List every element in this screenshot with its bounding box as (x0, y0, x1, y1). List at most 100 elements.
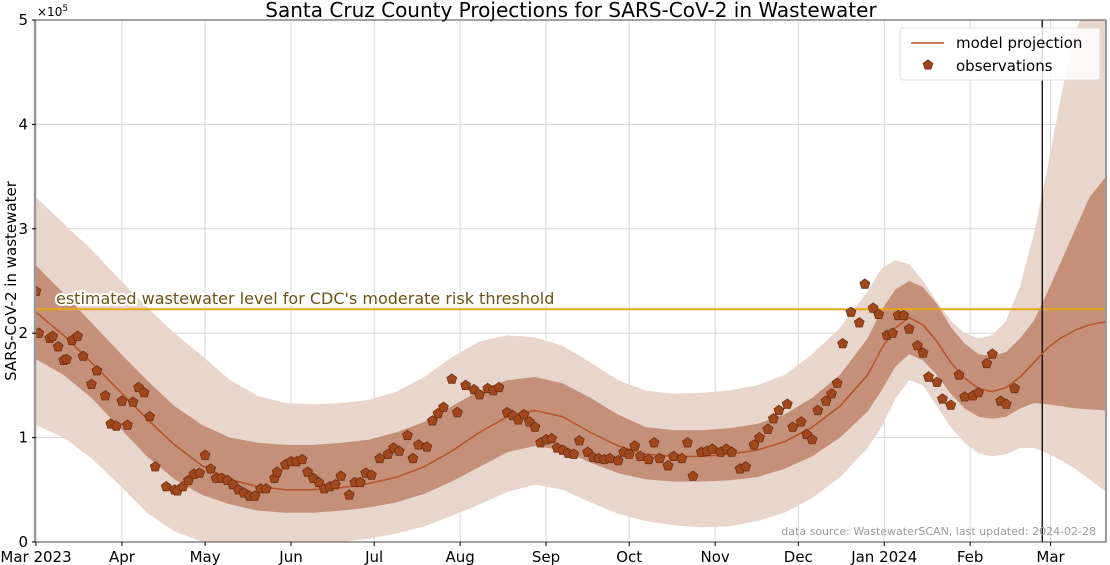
observation-point (205, 463, 217, 474)
observation-point (402, 429, 413, 441)
observation-point (687, 470, 699, 481)
x-tick-label: Aug (445, 548, 474, 565)
observation-point (72, 330, 83, 341)
observation-point (460, 379, 472, 390)
observation-point (138, 387, 150, 398)
y-tick-label: 4 (18, 115, 28, 133)
observation-point (740, 461, 752, 472)
observation-point (845, 306, 857, 317)
observation-point (867, 302, 879, 313)
observation-point (634, 450, 646, 461)
observation-point (726, 446, 738, 457)
observation-point (953, 369, 965, 380)
observation-point (767, 413, 779, 424)
legend-label-model: model projection (956, 34, 1082, 52)
observation-point (313, 476, 325, 488)
observation-point (787, 421, 799, 432)
x-tick-label: Sep (532, 548, 560, 565)
observation-point (754, 431, 765, 443)
y-tick-label: 1 (18, 429, 28, 447)
observation-point (194, 467, 205, 478)
observation-point (474, 389, 485, 400)
x-tick-label: Feb (957, 548, 984, 565)
x-tick-label: Nov (701, 548, 730, 565)
y-multiplier: ×105 (37, 4, 68, 19)
uncertainty-bands (36, 20, 1106, 542)
observation-point (335, 470, 347, 481)
observation-point (643, 453, 655, 465)
observation-point (122, 419, 133, 430)
legend-label-observations: observations (956, 57, 1053, 75)
x-tick-label: Mar (1036, 548, 1065, 565)
observation-point (604, 452, 616, 464)
observation-point (981, 357, 993, 369)
observation-point (99, 390, 111, 401)
model-line-group (36, 20, 1106, 542)
inner-uncertainty-band (36, 176, 1106, 513)
observation-point (36, 285, 42, 296)
x-tick-label: Jul (364, 548, 383, 565)
legend-marker-swatch (922, 59, 934, 70)
observation-point (903, 323, 915, 334)
y-tick-label: 0 (18, 533, 28, 551)
threshold-group: estimated wastewater level for CDC's mod… (36, 287, 1106, 311)
observation-point (451, 406, 463, 418)
observation-point (806, 434, 818, 445)
observation-point (546, 432, 557, 444)
legend-frame (899, 27, 1101, 81)
observation-point (446, 373, 458, 384)
observation-point (47, 330, 59, 341)
observation-point (668, 450, 679, 461)
observation-point (77, 350, 89, 361)
observation-point (302, 466, 314, 477)
observation-point (831, 377, 843, 388)
chart-title: Santa Cruz County Projections for SARS-C… (265, 0, 877, 22)
observation-point (912, 340, 923, 351)
observation-point (781, 398, 793, 409)
model-projection-line (36, 311, 1106, 491)
observation-point (682, 437, 693, 448)
observation-point (773, 404, 785, 416)
observation-point (826, 388, 837, 399)
observation-point (407, 452, 419, 464)
observation-point (413, 439, 424, 450)
observation-point (260, 483, 272, 494)
legend: model projection observations (899, 27, 1101, 81)
observation-point (859, 278, 871, 289)
observation-point (648, 437, 660, 448)
observation-point (887, 327, 898, 338)
y-tick-label: 2 (18, 324, 28, 342)
observation-point (110, 420, 122, 431)
observation-point (116, 395, 128, 406)
observation-point (91, 365, 103, 376)
x-tick-label: May (190, 548, 221, 565)
x-tick-label: Apr (109, 548, 136, 565)
observation-point (149, 461, 161, 472)
observation-point (160, 481, 172, 492)
observation-point (762, 423, 774, 434)
observation-point (86, 378, 97, 389)
observation-point (973, 387, 984, 398)
observation-point (898, 309, 910, 321)
observation-point (271, 466, 283, 477)
x-tick-label: Jan 2024 (850, 548, 917, 565)
y-tick-label: 3 (18, 220, 28, 238)
observation-point (296, 453, 308, 465)
x-tick-label: Oct (616, 548, 642, 565)
observation-point (61, 353, 72, 364)
observation-point (568, 448, 580, 459)
observation-point (986, 348, 998, 359)
observation-point (343, 489, 355, 500)
observation-point (676, 452, 688, 464)
observation-point (573, 435, 585, 446)
y-axis-label: SARS-CoV-2 in wastewater (2, 180, 20, 381)
observation-point (931, 376, 943, 387)
observation-point (853, 317, 865, 328)
observation-point (837, 337, 849, 349)
observation-point (945, 399, 957, 410)
observation-point (873, 308, 885, 319)
observation-point (937, 393, 948, 404)
observation-point (366, 469, 377, 480)
x-tick-label: Jun (278, 548, 302, 565)
